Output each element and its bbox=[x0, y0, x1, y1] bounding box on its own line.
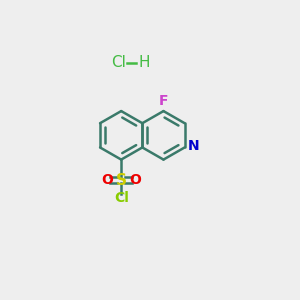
Text: O: O bbox=[101, 173, 113, 188]
Text: O: O bbox=[130, 173, 142, 188]
Text: N: N bbox=[188, 139, 199, 153]
Text: Cl: Cl bbox=[114, 191, 129, 205]
Text: S: S bbox=[116, 173, 127, 188]
Text: H: H bbox=[139, 55, 150, 70]
Text: F: F bbox=[159, 94, 168, 108]
Text: Cl: Cl bbox=[111, 55, 126, 70]
